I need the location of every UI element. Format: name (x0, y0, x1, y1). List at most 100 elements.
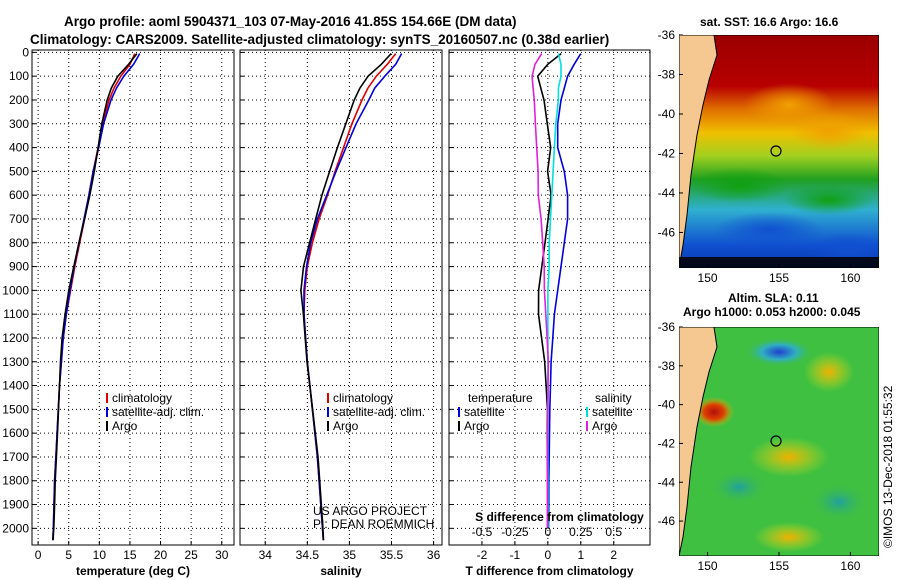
s-axis-label: S difference from climatology (475, 510, 644, 524)
x-tick-label: 30 (215, 548, 229, 562)
y-tick-label: 1400 (2, 379, 29, 393)
plot-frame (31, 49, 235, 546)
credit-line1: US ARGO PROJECT (313, 504, 428, 518)
map-x-tick-label: 160 (840, 559, 860, 573)
x-tick-label: 36 (427, 548, 441, 562)
x-tick-label: 25 (184, 548, 198, 562)
watermark: ©IMOS 13-Dec-2018 01:55:32 (881, 385, 895, 548)
sst-map-axes: 150 155 160 -36 -38 -40 -42 -44 -46 (658, 28, 861, 285)
sla-map-title-line2: Argo h1000: 0.053 h2000: 0.045 (683, 305, 861, 319)
x-tick-label: -2 (477, 548, 488, 562)
legend-label: Argo (112, 419, 138, 433)
y-tick-label: 0 (22, 45, 29, 59)
map-y-tick-label: -44 (658, 186, 676, 200)
legend-label: climatology (333, 391, 393, 405)
salinity-panel: 34 34.5 35 35.5 36 salinity climatologysatelli… (239, 49, 443, 578)
sst-map-image (679, 35, 879, 268)
x-tick-label: 5 (65, 548, 72, 562)
legend-title-salinity: salinity (595, 391, 632, 405)
s-tick-label: -0.25 (501, 525, 529, 539)
y-tick-label: 1900 (2, 498, 29, 512)
map-y-tick-label: -40 (658, 107, 676, 121)
y-tick-label: 500 (9, 164, 29, 178)
sst-map-title: sat. SST: 16.6 Argo: 16.6 (700, 15, 839, 29)
x-axis-label: T difference from climatology (465, 564, 633, 578)
map-y-tick-label: -42 (658, 146, 676, 160)
y-tick-label: 1000 (2, 283, 29, 297)
legend-label: satellite-adj. clim. (112, 405, 204, 419)
sla-map-axes: 150 155 160 -36 -38 -40 -42 -44 -46 (658, 320, 861, 573)
s-tick-label: 0 (545, 525, 552, 539)
map-x-tick-label: 150 (698, 559, 718, 573)
map-y-tick-label: -44 (658, 475, 676, 489)
map-y-tick-label: -36 (658, 320, 676, 334)
y-tick-label: 1100 (3, 307, 29, 321)
y-tick-label: 900 (9, 260, 29, 274)
y-tick-label: 1700 (2, 450, 29, 464)
y-tick-label: 1300 (2, 355, 29, 369)
y-tick-label: 400 (9, 141, 29, 155)
sla-map-image (679, 327, 879, 556)
x-tick-label: 20 (154, 548, 168, 562)
sst-map: sat. SST: 16.6 Argo: 16.6 150 155 160 -36 -3… (658, 15, 879, 285)
map-y-tick-label: -40 (658, 398, 676, 412)
y-tick-label: 2000 (2, 521, 29, 535)
map-y-tick-label: -46 (658, 514, 676, 528)
x-tick-label: -1 (510, 548, 521, 562)
x-tick-label: 35.5 (380, 548, 404, 562)
legend-label: Argo (464, 419, 490, 433)
sla-map-title-line1: Altim. SLA: 0.11 (728, 291, 819, 305)
legend-label: Argo (592, 419, 618, 433)
map-y-tick-label: -38 (658, 67, 676, 81)
x-tick-label: 34 (259, 548, 273, 562)
figure-title-line2: Climatology: CARS2009. Satellite-adjuste… (30, 32, 609, 47)
series-line-t-satellite (547, 53, 582, 529)
x-tick-label: 34.5 (296, 548, 320, 562)
x-tick-label: 0 (545, 548, 552, 562)
series-line-s-argo (531, 53, 550, 529)
map-x-tick-label: 155 (769, 271, 789, 285)
map-x-tick-label: 155 (769, 559, 789, 573)
map-y-tick-label: -36 (658, 28, 676, 42)
s-tick-label: -0.5 (472, 525, 493, 539)
x-axis-label: temperature (deg C) (76, 564, 190, 578)
credit-line2: PI: DEAN ROEMMICH (313, 517, 434, 531)
series-line-argo (52, 53, 138, 541)
difference-panel: -2 -1 0 1 2 T difference from climatology -0.5… (448, 49, 651, 578)
y-tick-label: 1800 (2, 474, 29, 488)
series-line-satellite-adj-clim- (52, 53, 141, 541)
x-tick-label: 15 (123, 548, 137, 562)
x-tick-label: 0 (35, 548, 42, 562)
y-tick-label: 1200 (2, 331, 29, 345)
x-tick-label: 2 (610, 548, 617, 562)
map-x-tick-label: 150 (698, 271, 718, 285)
sla-map: Altim. SLA: 0.11 Argo h1000: 0.053 h2000… (658, 291, 879, 573)
s-tick-label: 0.25 (569, 525, 593, 539)
map-y-tick-label: -46 (658, 225, 676, 239)
legend-title-temperature: temperature (468, 391, 533, 405)
x-tick-label: 1 (577, 548, 584, 562)
y-tick-label: 100 (9, 69, 29, 83)
series-line-climatology (52, 53, 136, 541)
y-tick-label: 800 (9, 236, 29, 250)
legend-label: Argo (333, 419, 359, 433)
legend-label: climatology (112, 391, 172, 405)
x-axis-label: salinity (320, 564, 362, 578)
y-tick-label: 300 (9, 117, 29, 131)
y-tick-label: 600 (9, 188, 29, 202)
y-tick-label: 1600 (2, 426, 29, 440)
legend-label: satellite (464, 405, 505, 419)
plot-frame (239, 49, 443, 546)
y-tick-label: 1500 (2, 402, 29, 416)
map-y-tick-label: -42 (658, 436, 676, 450)
legend-label: satellite-adj. clim. (333, 405, 425, 419)
figure-title-line1: Argo profile: aoml 5904371_103 07-May-20… (64, 14, 516, 29)
temperature-panel: 0 5 10 15 20 25 30 temperature (deg C) 0 100 200 30… (2, 45, 235, 578)
legend-label: satellite (592, 405, 633, 419)
x-tick-label: 35 (343, 548, 357, 562)
y-tick-label: 200 (9, 93, 29, 107)
map-y-tick-label: -38 (658, 359, 676, 373)
y-tick-label: 700 (9, 212, 29, 226)
s-tick-label: 0.5 (605, 525, 622, 539)
